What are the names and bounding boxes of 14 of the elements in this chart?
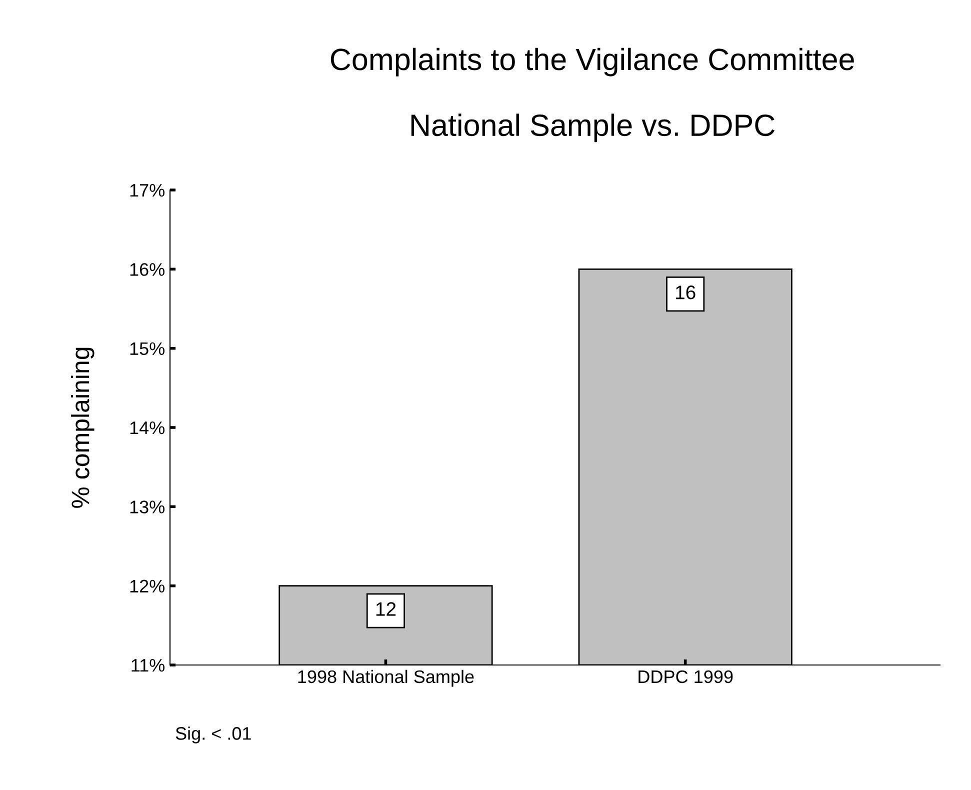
x-tick-label: DDPC 1999 [638, 670, 733, 684]
y-tick-label: 11% [132, 659, 164, 672]
chart-title: Complaints to the Vigilance Committee National Sample vs. DDPC [330, 48, 854, 142]
y-tick-label: 13% [130, 500, 164, 514]
y-tick-label: 16% [130, 263, 164, 276]
y-tick-label: 12% [130, 580, 164, 592]
y-tick-label: 15% [130, 342, 164, 356]
data-label: 16 [676, 286, 696, 300]
text: Sig. < .01 [176, 726, 251, 744]
x-tick-label: 1998 National Sample [298, 670, 474, 687]
y-axis-title: % complaining [70, 348, 94, 508]
data-label: 12 [376, 602, 396, 616]
y-tick-label: 17% [130, 184, 164, 197]
y-tick-label: 14% [130, 422, 164, 434]
